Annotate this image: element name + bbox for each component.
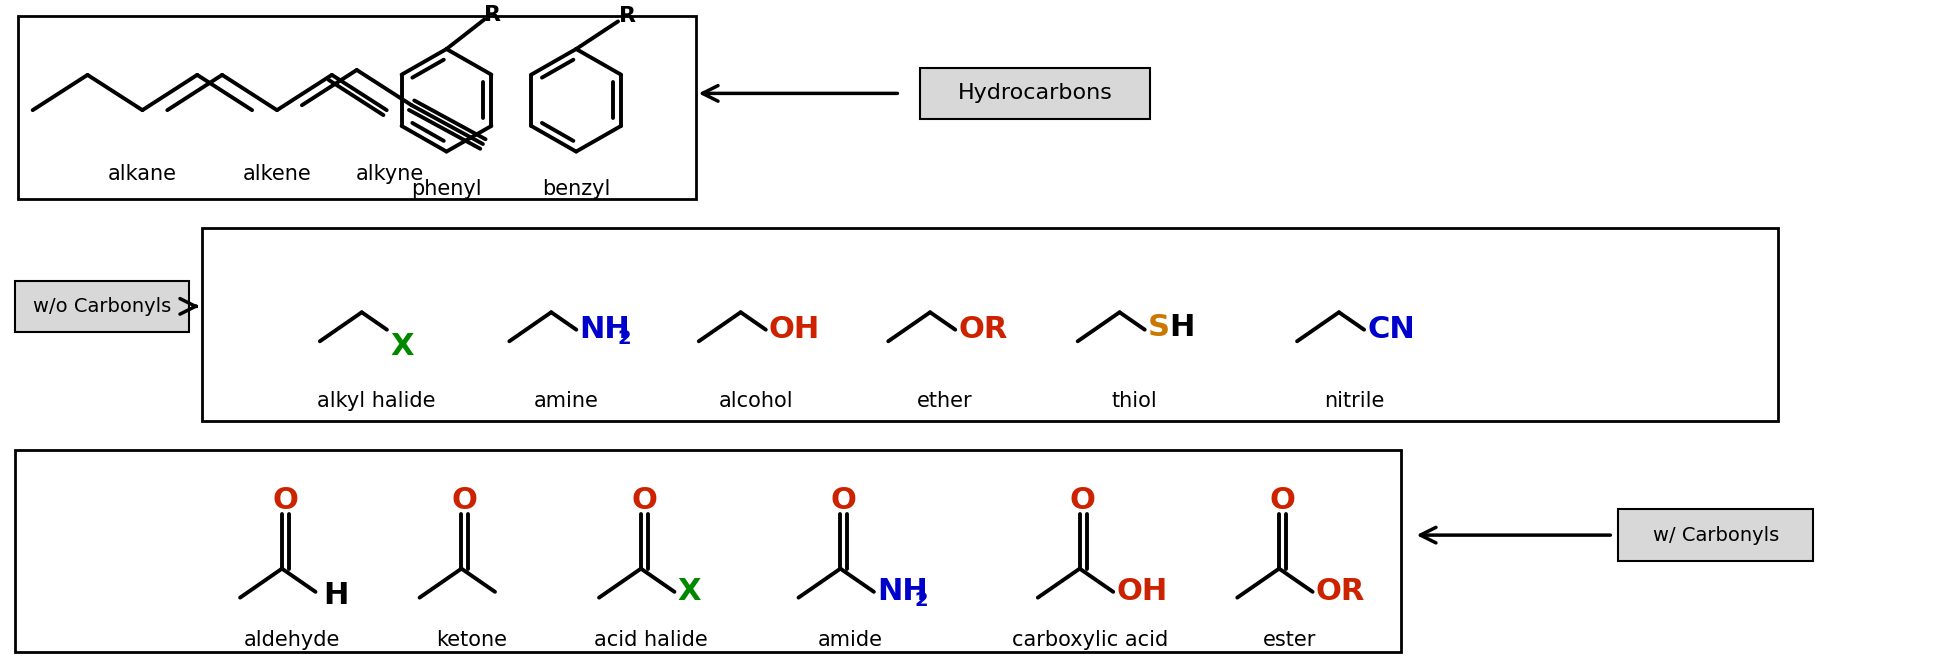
Text: carboxylic acid: carboxylic acid bbox=[1012, 629, 1168, 650]
Bar bbox=[203, 228, 1778, 421]
Text: 2: 2 bbox=[618, 329, 632, 348]
Text: NH: NH bbox=[579, 315, 630, 344]
Bar bbox=[920, 68, 1149, 119]
Text: S: S bbox=[1149, 313, 1170, 342]
Text: OR: OR bbox=[957, 315, 1008, 344]
Text: benzyl: benzyl bbox=[542, 179, 610, 199]
Text: phenyl: phenyl bbox=[411, 179, 482, 199]
Text: X: X bbox=[677, 577, 700, 607]
Text: alcohol: alcohol bbox=[718, 391, 794, 411]
Text: O: O bbox=[1269, 486, 1295, 515]
Text: R: R bbox=[620, 7, 636, 26]
Text: w/ Carbonyls: w/ Carbonyls bbox=[1654, 525, 1778, 545]
Text: O: O bbox=[831, 486, 856, 515]
Text: 2: 2 bbox=[915, 591, 928, 610]
Text: ether: ether bbox=[916, 391, 973, 411]
Text: R: R bbox=[484, 5, 501, 25]
Text: CN: CN bbox=[1367, 315, 1416, 344]
Text: amide: amide bbox=[817, 629, 883, 650]
Bar bbox=[18, 17, 696, 199]
Text: alkyl halide: alkyl halide bbox=[318, 391, 437, 411]
Text: alkyne: alkyne bbox=[355, 164, 423, 185]
Text: ketone: ketone bbox=[437, 629, 507, 650]
Bar bbox=[1618, 509, 1814, 561]
Text: nitrile: nitrile bbox=[1324, 391, 1384, 411]
Text: O: O bbox=[273, 486, 298, 515]
Text: O: O bbox=[632, 486, 657, 515]
Text: O: O bbox=[1071, 486, 1096, 515]
Text: amine: amine bbox=[534, 391, 599, 411]
Text: H: H bbox=[324, 581, 349, 610]
Text: alkene: alkene bbox=[242, 164, 312, 185]
Text: O: O bbox=[452, 486, 478, 515]
Bar bbox=[16, 450, 1400, 652]
Text: NH: NH bbox=[878, 577, 928, 607]
Text: X: X bbox=[390, 331, 413, 360]
Text: OH: OH bbox=[768, 315, 821, 344]
Text: alkane: alkane bbox=[107, 164, 177, 185]
Text: w/o Carbonyls: w/o Carbonyls bbox=[33, 297, 172, 316]
Text: OR: OR bbox=[1316, 577, 1365, 607]
Bar bbox=[16, 280, 189, 332]
Text: aldehyde: aldehyde bbox=[244, 629, 339, 650]
Text: acid halide: acid halide bbox=[595, 629, 708, 650]
Text: thiol: thiol bbox=[1112, 391, 1158, 411]
Text: OH: OH bbox=[1115, 577, 1168, 607]
Text: H: H bbox=[1170, 313, 1195, 342]
Text: Hydrocarbons: Hydrocarbons bbox=[957, 83, 1111, 103]
Text: ester: ester bbox=[1262, 629, 1316, 650]
